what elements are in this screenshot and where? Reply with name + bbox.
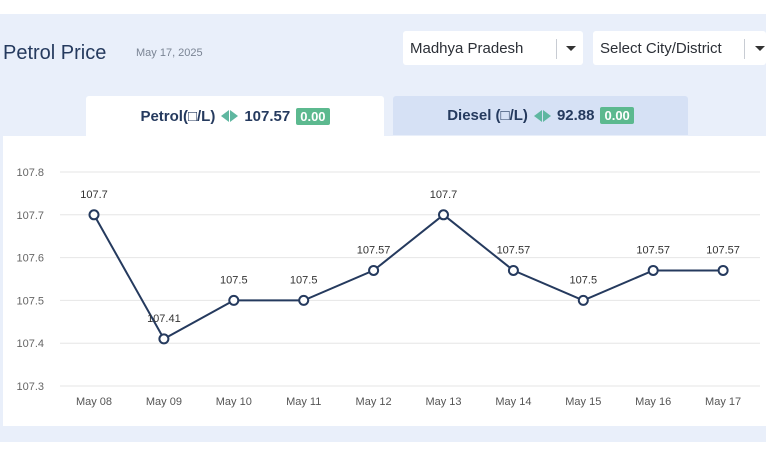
swap-arrows-icon [533, 109, 551, 122]
city-select-placeholder: Select City/District [600, 39, 722, 57]
x-tick-label: May 14 [495, 396, 531, 408]
y-tick-label: 107.7 [16, 210, 44, 222]
bottom-strip [0, 442, 766, 459]
y-tick-label: 107.6 [16, 253, 44, 265]
page-title: Petrol Price [3, 42, 107, 64]
swap-arrows-icon [221, 110, 239, 122]
data-point [158, 333, 170, 345]
data-label: 107.5 [570, 274, 598, 286]
chevron-down-icon[interactable] [755, 46, 765, 51]
x-tick-label: May 09 [146, 396, 182, 408]
price-chart-card: 107.3 107.4 107.5 107.6 107.7 107.8 May 08 May … [3, 136, 766, 426]
data-label: 107.57 [497, 244, 531, 256]
data-point [438, 209, 449, 221]
select-divider [744, 39, 745, 59]
tab-diesel-label: Diesel (□/L) [447, 107, 528, 124]
data-label: 107.41 [147, 313, 181, 325]
data-point [717, 264, 729, 276]
x-tick-label: May 17 [705, 396, 741, 408]
data-label: 107.5 [290, 274, 318, 286]
data-point [298, 294, 310, 306]
y-tick-label: 107.8 [16, 167, 44, 179]
x-tick-label: May 10 [216, 396, 252, 408]
x-tick-label: May 16 [635, 396, 671, 408]
y-tick-label: 107.5 [16, 295, 44, 307]
tab-petrol[interactable]: Petrol(□/L) 107.57 0.00 [86, 96, 384, 136]
x-tick-label: May 08 [76, 396, 112, 408]
chevron-down-icon[interactable] [566, 46, 576, 51]
top-strip [0, 0, 766, 14]
data-label: 107.5 [220, 274, 248, 286]
data-point [88, 209, 100, 221]
x-tick-label: May 11 [286, 396, 321, 408]
data-point [647, 264, 659, 276]
x-tick-label: May 13 [425, 396, 461, 408]
x-tick-label: May 12 [356, 396, 392, 408]
price-change-badge: 0.00 [296, 107, 330, 125]
tab-diesel-price: 92.88 [556, 107, 595, 124]
select-divider [556, 39, 557, 59]
price-line-chart: 107.3 107.4 107.5 107.6 107.7 107.8 May 08 May … [16, 167, 760, 408]
tab-petrol-price: 107.57 [244, 107, 291, 125]
data-point [228, 294, 240, 306]
state-select-value: Madhya Pradesh [410, 39, 524, 57]
x-tick-label: May 15 [565, 396, 601, 408]
data-label: 107.7 [80, 189, 108, 201]
series-line [93, 213, 724, 341]
data-point [368, 264, 380, 276]
tab-petrol-label: Petrol(□/L) [140, 107, 216, 125]
city-select[interactable]: Select City/District [593, 31, 766, 65]
data-label: 107.7 [430, 189, 458, 201]
data-label: 107.57 [357, 244, 391, 256]
y-tick-label: 107.4 [16, 338, 44, 350]
y-tick-label: 107.3 [16, 381, 44, 393]
price-date: May 17, 2025 [136, 47, 203, 59]
data-point [577, 294, 589, 306]
data-label: 107.57 [636, 244, 670, 256]
data-point [507, 264, 519, 276]
state-select[interactable]: Madhya Pradesh [403, 31, 583, 65]
tab-diesel[interactable]: Diesel (□/L) 92.88 0.00 [393, 96, 688, 135]
price-change-badge: 0.00 [600, 107, 634, 124]
data-label: 107.57 [706, 244, 740, 256]
